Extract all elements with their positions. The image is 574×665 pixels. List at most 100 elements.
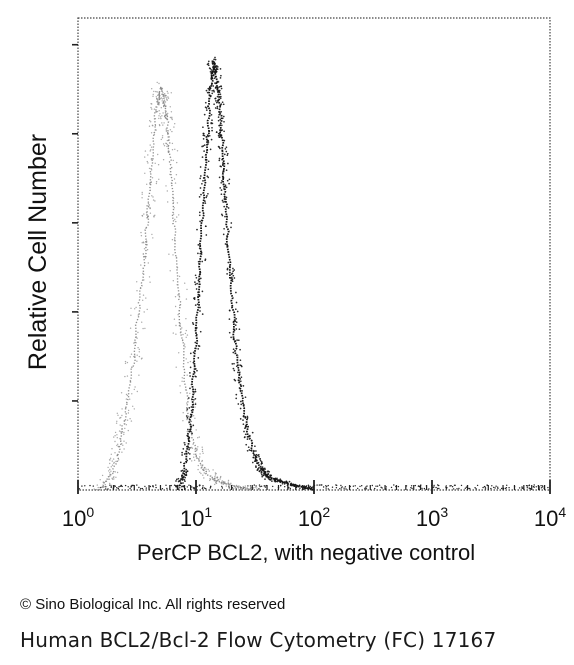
histogram-point	[219, 77, 222, 79]
histogram-point	[193, 297, 196, 299]
baseline-point	[506, 484, 508, 486]
histogram-point	[214, 56, 216, 59]
histogram-point	[232, 274, 235, 277]
histogram-point	[127, 409, 130, 412]
histogram-point	[214, 82, 216, 84]
histogram-point	[147, 215, 149, 217]
histogram-point	[167, 150, 170, 152]
histogram-point	[137, 331, 139, 334]
histogram-point	[261, 466, 264, 468]
histogram-point	[156, 94, 159, 97]
baseline-point	[445, 488, 447, 490]
histogram-point	[223, 120, 225, 123]
histogram-point	[234, 324, 237, 326]
baseline-point	[289, 487, 291, 490]
histogram-point	[183, 478, 186, 481]
histogram-point	[225, 150, 228, 153]
histogram-point	[189, 426, 192, 428]
histogram-point	[219, 93, 222, 96]
baseline-point	[464, 487, 466, 489]
baseline-point	[198, 485, 201, 487]
baseline-point	[428, 488, 430, 490]
histogram-point	[156, 91, 158, 93]
histogram-point	[176, 150, 179, 152]
histogram-point	[148, 125, 151, 127]
histogram-point	[240, 403, 243, 406]
histogram-point	[154, 118, 157, 120]
histogram-point	[212, 66, 214, 69]
histogram-point	[194, 390, 197, 393]
histogram-point	[235, 301, 238, 304]
histogram-point	[197, 446, 199, 448]
histogram-point	[160, 138, 162, 141]
baseline-point	[107, 488, 109, 490]
histogram-point	[211, 77, 214, 80]
histogram-point	[212, 71, 215, 73]
histogram-point	[269, 476, 272, 479]
histogram-point	[154, 200, 156, 202]
histogram-point	[176, 284, 178, 286]
histogram-point	[202, 452, 204, 454]
histogram-point	[187, 446, 190, 449]
histogram-point	[265, 475, 268, 478]
histogram-point	[156, 100, 158, 103]
histogram-point	[161, 87, 164, 90]
histogram-point	[157, 164, 160, 166]
histogram-point	[235, 321, 238, 324]
histogram-point	[182, 420, 184, 422]
histogram-point	[165, 95, 167, 97]
histogram-point	[201, 182, 203, 185]
baseline-point	[540, 485, 542, 487]
baseline-point	[361, 485, 363, 487]
histogram-point	[188, 440, 191, 443]
histogram-point	[207, 468, 209, 471]
histogram-point	[212, 74, 215, 77]
baseline-point	[205, 487, 207, 490]
histogram-point	[171, 149, 174, 151]
histogram-point	[192, 361, 195, 364]
histogram-point	[227, 162, 229, 165]
histogram-point	[161, 115, 163, 117]
histogram-point	[213, 65, 215, 67]
histogram-point	[240, 365, 243, 368]
histogram-point	[170, 92, 172, 94]
histogram-point	[189, 457, 191, 460]
histogram-point	[167, 96, 169, 98]
histogram-point	[197, 464, 199, 467]
histogram-point	[237, 371, 239, 374]
histogram-point	[239, 407, 242, 410]
histogram-point	[242, 403, 245, 406]
histogram-point	[209, 479, 211, 482]
histogram-point	[183, 343, 186, 345]
histogram-point	[174, 148, 176, 150]
baseline-point	[149, 485, 152, 488]
histogram-point	[118, 459, 120, 461]
histogram-point	[222, 183, 225, 186]
histogram-point	[136, 390, 138, 393]
histogram-point	[220, 87, 223, 90]
histogram-point	[127, 412, 130, 414]
histogram-point	[119, 417, 121, 419]
histogram-point	[154, 214, 156, 216]
histogram-point	[176, 202, 179, 204]
histogram-point	[213, 77, 216, 80]
histogram-point	[172, 159, 174, 162]
histogram-point	[187, 428, 189, 431]
histogram-point	[171, 118, 173, 121]
histogram-point	[183, 470, 185, 473]
baseline-point	[335, 487, 338, 489]
histogram-point	[239, 364, 241, 366]
histogram-point	[178, 214, 180, 216]
histogram-point	[279, 478, 282, 481]
histogram-point	[151, 177, 154, 179]
histogram-point	[241, 390, 243, 392]
baseline-point	[437, 487, 439, 490]
histogram-point	[232, 351, 235, 354]
histogram-point	[214, 70, 217, 72]
histogram-point	[184, 480, 186, 483]
baseline-point	[414, 484, 416, 487]
histogram-point	[113, 478, 115, 480]
histogram-point	[187, 452, 190, 454]
histogram-point	[183, 441, 186, 444]
histogram-point	[119, 424, 121, 426]
